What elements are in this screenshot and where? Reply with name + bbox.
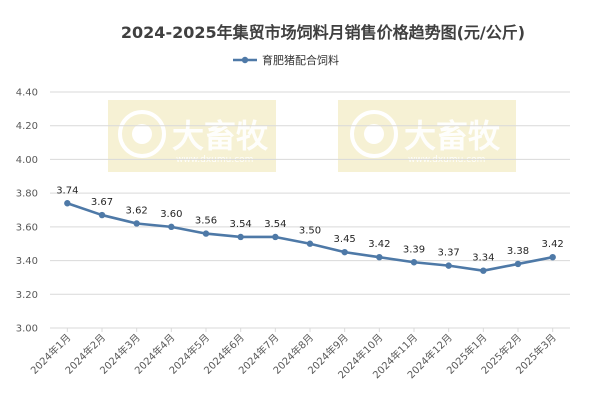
y-tick-label: 3.40 [16, 256, 38, 267]
data-label: 3.42 [542, 239, 564, 250]
watermark-logo-text: 大畜牧 [172, 117, 269, 155]
y-tick-label: 4.20 [16, 121, 38, 132]
data-label: 3.39 [403, 244, 425, 255]
data-point [306, 240, 314, 247]
data-label: 3.38 [507, 246, 529, 257]
data-point [480, 267, 487, 274]
data-point [98, 211, 106, 219]
series-line-group [64, 200, 556, 274]
watermark-logo-icon [118, 110, 166, 158]
y-tick-label: 3.20 [16, 290, 38, 301]
chart-title: 2024-2025年集贸市场饲料月销售价格趋势图(元/公斤) [121, 23, 525, 42]
legend-dot-marker [241, 56, 249, 64]
watermark-left: 大畜牧 www.dxumu.com [108, 100, 276, 172]
data-point [410, 259, 418, 266]
legend-label: 育肥猪配合饲料 [262, 53, 339, 67]
data-point [445, 262, 452, 269]
data-label: 3.62 [126, 205, 148, 216]
data-label: 3.50 [299, 226, 321, 237]
data-point [133, 220, 140, 227]
data-point [272, 233, 279, 241]
data-point [237, 233, 244, 241]
watermark-logo-text: 大畜牧 [404, 117, 501, 155]
data-label: 3.67 [91, 197, 113, 208]
data-label: 3.37 [438, 248, 460, 259]
data-point [202, 230, 210, 237]
data-label: 3.56 [195, 216, 217, 227]
watermark-right: 大畜牧 www.dxumu.com [338, 100, 516, 172]
data-label: 3.74 [56, 185, 78, 196]
data-point [549, 254, 556, 261]
watermark-logo-icon [350, 110, 398, 158]
data-label: 3.54 [264, 219, 286, 230]
y-tick-label: 3.80 [16, 189, 38, 200]
data-point [376, 254, 383, 261]
y-axis: 4.40 4.20 4.00 3.80 3.60 3.40 3.20 3.00 [16, 88, 38, 335]
watermark-logo-dot [364, 124, 384, 144]
data-label: 3.34 [472, 253, 494, 264]
x-axis: 2024年1月2024年2月2024年3月2024年4月2024年5月2024年… [28, 328, 559, 381]
y-tick-label: 3.60 [16, 222, 38, 233]
data-point [341, 248, 348, 256]
data-label: 3.60 [160, 209, 182, 220]
data-label: 3.42 [368, 239, 390, 250]
data-point [168, 223, 175, 231]
data-labels: 3.74 3.67 3.62 3.60 3.56 3.54 3.54 3.50 3.45 3.42… [56, 185, 564, 263]
watermark-url: www.dxumu.com [408, 155, 485, 165]
legend: 育肥猪配合饲料 [233, 53, 339, 67]
data-point [514, 260, 522, 268]
data-label: 3.45 [334, 234, 356, 245]
y-tick-label: 3.00 [16, 324, 38, 335]
data-label: 3.54 [230, 219, 252, 230]
y-tick-label: 4.40 [16, 88, 38, 99]
watermark-logo-dot [132, 124, 152, 144]
y-tick-label: 4.00 [16, 155, 38, 166]
data-point [64, 200, 71, 207]
watermark-url: www.dxumu.com [176, 155, 253, 165]
